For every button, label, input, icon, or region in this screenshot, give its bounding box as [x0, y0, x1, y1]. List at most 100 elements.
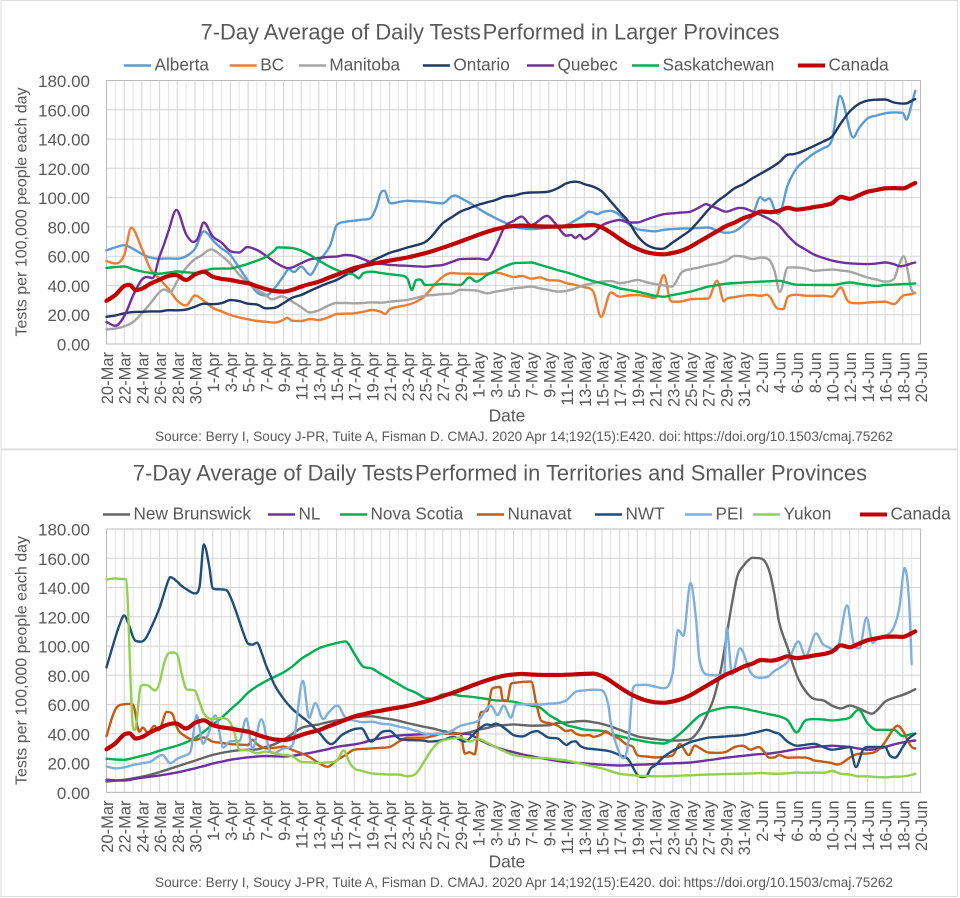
svg-text:30-Mar: 30-Mar: [188, 351, 206, 404]
svg-text:0.00: 0.00: [57, 784, 90, 803]
svg-text:15-Apr: 15-Apr: [329, 352, 347, 402]
svg-text:PEI: PEI: [716, 504, 744, 524]
svg-text:7-May: 7-May: [524, 800, 542, 847]
svg-text:29-May: 29-May: [718, 800, 736, 856]
svg-text:60.00: 60.00: [47, 248, 90, 267]
svg-text:12-Jun: 12-Jun: [842, 801, 860, 851]
svg-text:21-May: 21-May: [648, 351, 666, 407]
svg-text:2-Jun: 2-Jun: [754, 352, 772, 393]
svg-text:16-Jun: 16-Jun: [878, 352, 896, 402]
svg-text:21-Apr: 21-Apr: [382, 800, 400, 850]
svg-text:7-Apr: 7-Apr: [258, 352, 276, 393]
svg-text:28-Mar: 28-Mar: [170, 800, 188, 853]
svg-text:8-Jun: 8-Jun: [807, 352, 825, 393]
svg-text:26-Mar: 26-Mar: [152, 800, 170, 853]
svg-text:120.00: 120.00: [38, 608, 90, 627]
svg-text:28-Mar: 28-Mar: [170, 351, 188, 404]
svg-text:17-Apr: 17-Apr: [347, 352, 365, 402]
svg-text:Canada: Canada: [891, 504, 952, 524]
svg-text:9-Apr: 9-Apr: [276, 800, 294, 841]
svg-text:Date: Date: [489, 852, 526, 872]
svg-text:13-May: 13-May: [577, 800, 595, 856]
svg-text:140.00: 140.00: [38, 579, 90, 598]
svg-text:11-May: 11-May: [559, 800, 577, 855]
svg-text:60.00: 60.00: [47, 696, 90, 715]
svg-text:1-May: 1-May: [471, 351, 489, 398]
svg-text:100.00: 100.00: [38, 638, 90, 657]
svg-text:11-Apr: 11-Apr: [294, 800, 312, 849]
svg-text:100.00: 100.00: [38, 189, 90, 208]
svg-text:30-Mar: 30-Mar: [188, 800, 206, 853]
svg-text:7-Apr: 7-Apr: [258, 800, 276, 841]
svg-text:0.00: 0.00: [57, 335, 90, 354]
svg-text:9-May: 9-May: [541, 800, 559, 847]
svg-text:23-May: 23-May: [665, 800, 683, 856]
svg-text:31-May: 31-May: [736, 351, 754, 407]
svg-text:2-Jun: 2-Jun: [754, 801, 772, 842]
svg-text:13-Apr: 13-Apr: [311, 352, 329, 402]
svg-text:5-Apr: 5-Apr: [241, 352, 259, 393]
svg-text:20-Mar: 20-Mar: [99, 351, 117, 404]
svg-text:180.00: 180.00: [38, 520, 90, 539]
svg-text:29-May: 29-May: [718, 351, 736, 407]
svg-text:18-Jun: 18-Jun: [895, 352, 913, 402]
svg-text:7-May: 7-May: [524, 351, 542, 398]
svg-text:21-May: 21-May: [648, 800, 666, 856]
svg-text:13-Apr: 13-Apr: [311, 800, 329, 850]
svg-text:NWT: NWT: [626, 504, 666, 524]
svg-text:10-Jun: 10-Jun: [825, 352, 843, 402]
svg-text:27-Apr: 27-Apr: [435, 352, 453, 402]
svg-text:20-Mar: 20-Mar: [99, 800, 117, 853]
svg-text:27-May: 27-May: [701, 351, 719, 407]
svg-text:9-May: 9-May: [541, 351, 559, 398]
svg-text:Nunavat: Nunavat: [508, 504, 572, 524]
svg-text:27-May: 27-May: [701, 800, 719, 856]
svg-text:80.00: 80.00: [47, 667, 90, 686]
svg-text:4-Jun: 4-Jun: [771, 352, 789, 393]
svg-text:20.00: 20.00: [47, 306, 90, 325]
svg-text:NL: NL: [299, 504, 321, 524]
svg-text:3-May: 3-May: [488, 800, 506, 847]
svg-text:5-May: 5-May: [506, 351, 524, 398]
svg-text:10-Jun: 10-Jun: [825, 801, 843, 851]
svg-text:7-Day Average of Daily Tests P: 7-Day Average of Daily Tests Performed i…: [133, 461, 867, 486]
svg-text:23-May: 23-May: [665, 351, 683, 407]
svg-text:21-Apr: 21-Apr: [382, 352, 400, 402]
svg-text:140.00: 140.00: [38, 131, 90, 150]
svg-text:8-Jun: 8-Jun: [807, 801, 825, 842]
svg-text:160.00: 160.00: [38, 550, 90, 569]
svg-text:19-May: 19-May: [630, 800, 648, 856]
svg-text:26-Mar: 26-Mar: [152, 351, 170, 404]
svg-text:BC: BC: [260, 55, 284, 75]
svg-text:Ontario: Ontario: [453, 55, 509, 75]
svg-text:20-Jun: 20-Jun: [913, 801, 931, 851]
svg-text:160.00: 160.00: [38, 101, 90, 120]
svg-text:22-Mar: 22-Mar: [117, 351, 135, 404]
svg-text:24-Mar: 24-Mar: [134, 351, 152, 404]
svg-text:New Brunswick: New Brunswick: [134, 504, 252, 524]
svg-text:6-Jun: 6-Jun: [789, 801, 807, 842]
svg-text:6-Jun: 6-Jun: [789, 352, 807, 393]
svg-text:11-May: 11-May: [559, 351, 577, 406]
svg-text:20-Jun: 20-Jun: [913, 352, 931, 402]
svg-text:15-May: 15-May: [595, 800, 613, 856]
svg-text:5-May: 5-May: [506, 800, 524, 847]
svg-text:25-May: 25-May: [683, 351, 701, 407]
svg-text:180.00: 180.00: [38, 72, 90, 91]
svg-text:Saskatchewan: Saskatchewan: [663, 55, 775, 75]
svg-text:19-May: 19-May: [630, 351, 648, 407]
svg-text:Date: Date: [489, 406, 526, 426]
svg-text:13-May: 13-May: [577, 351, 595, 407]
svg-text:80.00: 80.00: [47, 218, 90, 237]
svg-text:Manitoba: Manitoba: [329, 55, 400, 75]
svg-text:120.00: 120.00: [38, 160, 90, 179]
svg-text:25-Apr: 25-Apr: [418, 800, 436, 850]
svg-text:18-Jun: 18-Jun: [895, 801, 913, 851]
svg-text:17-May: 17-May: [612, 800, 630, 856]
svg-text:23-Apr: 23-Apr: [400, 352, 418, 402]
svg-text:3-Apr: 3-Apr: [223, 352, 241, 393]
svg-text:23-Apr: 23-Apr: [400, 800, 418, 850]
svg-text:40.00: 40.00: [47, 277, 90, 296]
svg-text:16-Jun: 16-Jun: [878, 801, 896, 851]
svg-text:24-Mar: 24-Mar: [134, 800, 152, 853]
